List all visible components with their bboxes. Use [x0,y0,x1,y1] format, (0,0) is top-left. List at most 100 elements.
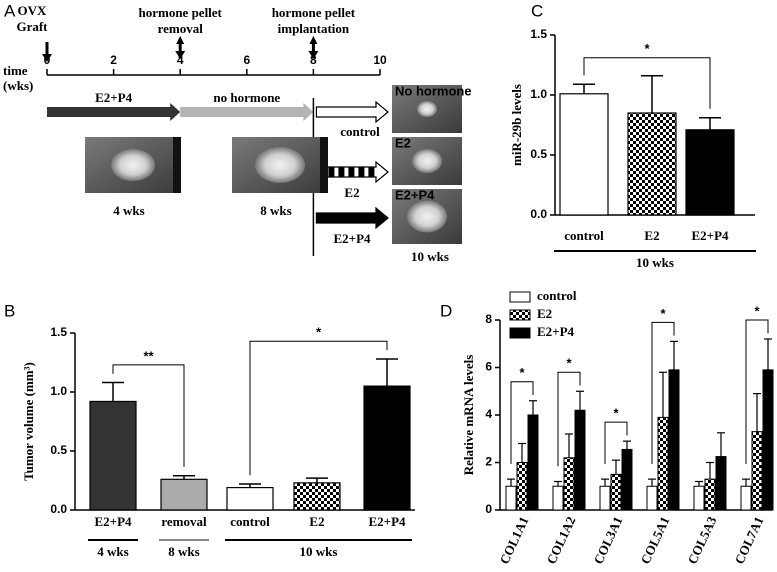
significance-bracket [583,57,711,109]
group-label: 4 wks [97,544,128,559]
image-caption: 10 wks [411,249,449,264]
dash [368,167,375,177]
x-tick-label: E2 [309,514,324,529]
branch-label: E2 [344,185,359,200]
significance-label: * [660,306,666,321]
time-tick-label: 10 [373,53,387,67]
bar [668,369,680,511]
x-tick-label: COL5A3 [684,514,719,567]
image-label: No hormone [395,83,472,98]
axis-label: (wks) [3,78,33,93]
bar [552,485,564,511]
phase-arrow [180,103,314,121]
bar [762,369,774,511]
bar [505,485,517,511]
significance-bracket [745,319,769,464]
significance-label: * [316,325,322,340]
bar [559,93,609,216]
time-tick-label: 6 [243,53,250,67]
x-tick-label: control [230,514,270,529]
significance-bracket [510,381,534,464]
y-tick-label: 1.5 [50,325,67,339]
panel-letter: D [440,301,452,320]
bar [226,486,274,511]
x-tick-label: E2+P4 [94,514,132,529]
x-tick-label: COL1A1 [496,514,531,566]
y-tick-label: 0.5 [50,443,67,457]
tumor [255,147,305,183]
bar [293,482,341,511]
significance-label: ** [143,348,154,363]
significance-bracket [604,421,628,464]
bar [715,456,727,511]
bar [516,462,528,511]
significance-label: * [519,365,525,380]
significance-bracket [112,364,185,467]
bar [363,385,411,511]
bar [563,457,575,511]
significance-bracket [249,340,388,476]
tumor [412,149,442,173]
x-tick-label: COL1A2 [543,514,578,566]
y-tick-label: 8 [485,312,492,326]
tumor [417,101,437,117]
phase-arrow [47,103,181,121]
arrow-head [42,54,52,62]
bar [610,473,622,511]
legend-label: control [537,288,577,303]
x-tick-label: E2+P4 [368,514,406,529]
significance-bracket [557,371,581,467]
ruler [173,137,181,193]
significance-label: * [754,303,760,318]
image-label: E2+P4 [395,187,435,202]
bar [693,485,705,511]
y-tick-label: 0.0 [530,207,547,221]
event-label: implantation [278,21,350,36]
panel-letter: A [4,1,16,20]
branch-arrow [315,206,389,230]
y-axis-title: Relative mRNA levels [461,355,476,476]
y-tick-label: 0 [485,502,492,516]
dash [348,167,355,177]
y-tick-label: 0.5 [530,147,547,161]
bar [751,431,763,511]
branch-label: E2+P4 [333,231,371,246]
significance-label: * [613,406,619,421]
bar [527,414,539,511]
bar [574,409,586,511]
legend-label: E2 [537,306,552,321]
dash [358,167,365,177]
y-tick-label: 0.0 [50,502,67,516]
y-tick-label: 2 [485,455,492,469]
arrow-head [175,51,186,59]
bar [599,485,611,511]
x-tick-label: COL3A1 [590,514,625,566]
group-label: 8 wks [168,544,199,559]
image-label: E2 [395,135,411,150]
event-label: hormone pellet [138,5,222,20]
dash [328,167,335,177]
arrow-up [309,36,318,44]
image-caption: 4 wks [113,203,144,218]
dash [338,167,345,177]
x-tick-label: E2+P4 [691,228,729,243]
bar [89,400,137,511]
group-label: 10 wks [300,544,338,559]
time-tick-label: 2 [110,53,117,67]
time-tick-label: 4 [177,53,184,67]
x-tick-label: COL5A1 [637,514,672,566]
bar [160,478,208,511]
bar [627,112,677,216]
arrow-up [176,36,185,44]
y-axis-title: Tumor volume (mm³) [21,362,36,481]
significance-bracket [651,321,675,464]
time-tick-label: 8 [310,53,317,67]
event-label: hormone pellet [272,5,356,20]
tumor [407,200,447,233]
legend-label: E2+P4 [537,324,575,339]
legend-swatch [509,291,531,303]
event-label: Graft [16,19,48,34]
x-tick-label: COL7A1 [731,514,766,566]
group-label: 10 wks [636,255,674,270]
